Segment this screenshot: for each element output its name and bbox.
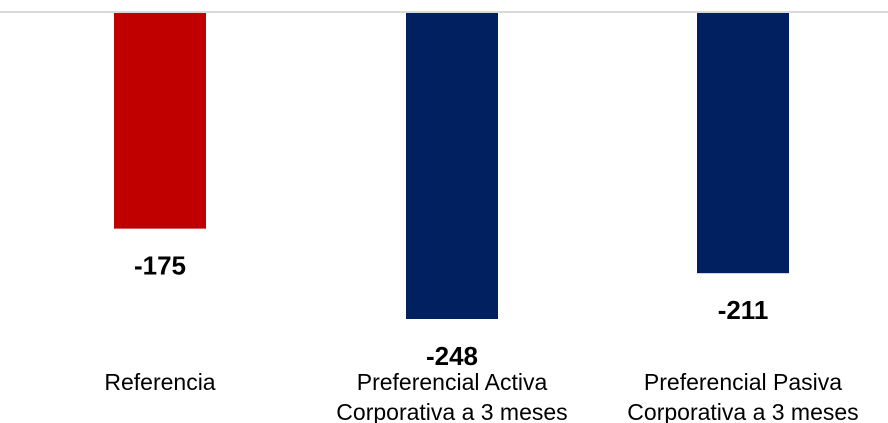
category-label-1-line-0: Preferencial Activa: [357, 369, 548, 395]
value-labels-group: -175 -248 -211: [134, 251, 768, 371]
bar-0: [114, 13, 206, 229]
category-label-0-line-0: Referencia: [104, 369, 215, 395]
value-label-1: -248: [426, 341, 478, 371]
bars-group: [114, 13, 789, 319]
bar-2: [697, 13, 789, 274]
category-label-1-line-1: Corporativa a 3 meses: [336, 399, 567, 423]
category-labels-group: Referencia Preferencial Activa Corporativa…: [104, 369, 858, 423]
category-label-2-line-1: Corporativa a 3 meses: [627, 399, 858, 423]
category-label-2-line-0: Preferencial Pasiva: [644, 369, 842, 395]
value-label-0: -175: [134, 251, 186, 281]
bar-1: [406, 13, 498, 319]
value-label-2: -211: [718, 295, 769, 325]
